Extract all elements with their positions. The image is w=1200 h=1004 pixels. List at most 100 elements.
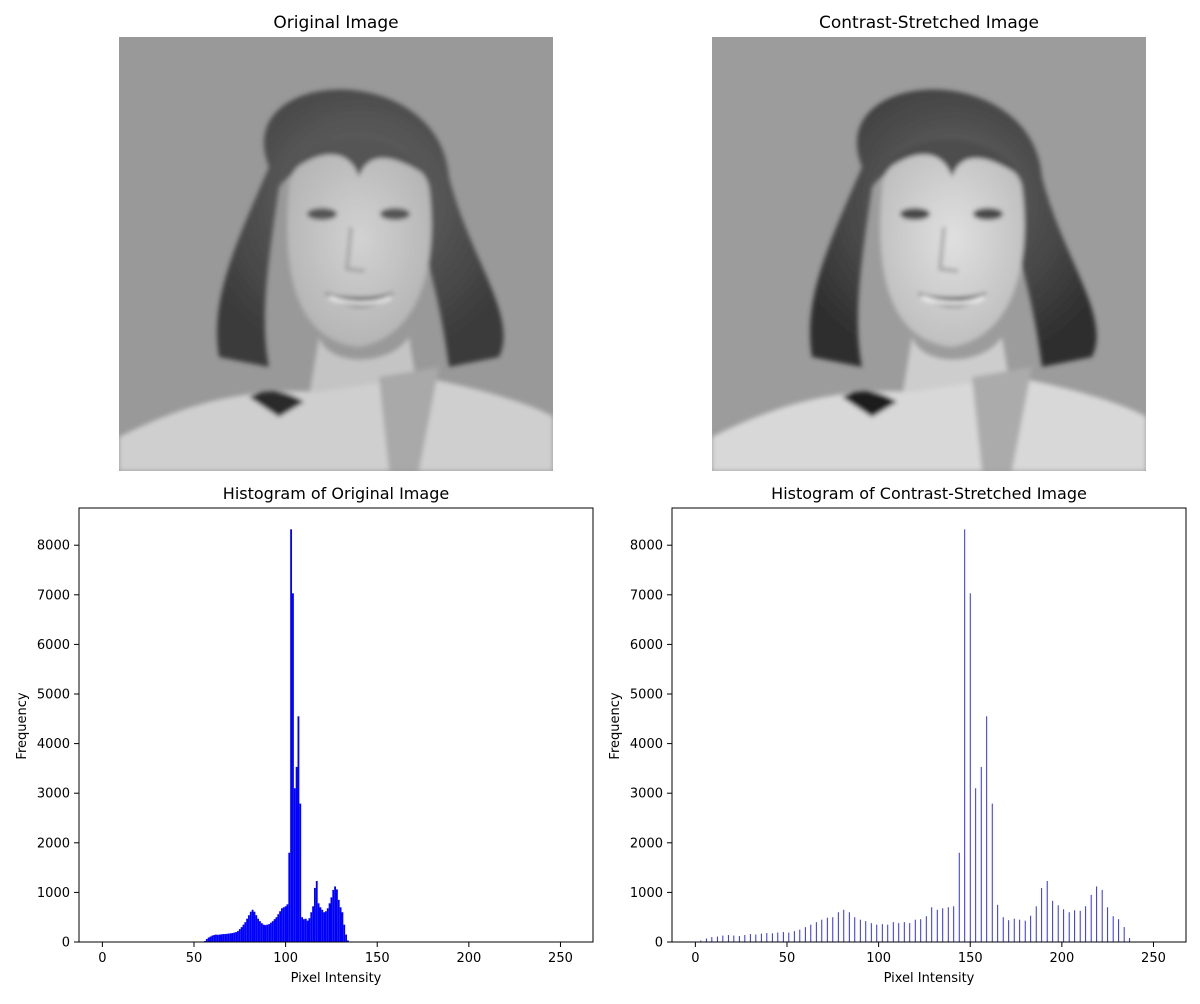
histogram-bar — [304, 918, 307, 942]
histogram-bar — [209, 936, 212, 942]
histogram-bar — [229, 933, 232, 942]
histogram-bar — [205, 939, 208, 942]
x-tick-label: 100 — [273, 951, 298, 966]
histogram-bar — [1057, 905, 1059, 942]
histogram-bar — [1096, 886, 1098, 942]
histogram-bar — [248, 915, 250, 942]
histogram-bar — [328, 903, 331, 942]
histogram-bar — [810, 924, 812, 942]
histogram-bar — [777, 932, 779, 942]
histogram-bar — [339, 907, 342, 942]
y-tick-label: 4000 — [37, 737, 70, 752]
histogram-bar — [964, 529, 966, 942]
histogram-bar — [722, 935, 724, 942]
histogram-bar — [705, 938, 707, 942]
y-tick-label: 1000 — [630, 886, 663, 901]
histogram-bar — [1041, 887, 1043, 942]
histogram-bar — [881, 924, 883, 942]
histogram-bar — [837, 912, 839, 942]
histogram-bar — [292, 593, 294, 942]
histogram-bar — [969, 593, 971, 942]
histogram-bar — [251, 909, 254, 942]
histogram-bar — [213, 935, 216, 942]
y-tick-label: 5000 — [37, 688, 70, 703]
histogram-bar — [716, 936, 718, 942]
histogram-bar — [986, 716, 988, 942]
histogram-bar — [332, 889, 335, 942]
x-tick-label: 50 — [186, 951, 203, 966]
histogram-bar — [799, 929, 801, 942]
histogram-bar — [975, 788, 977, 942]
histogram-bar — [262, 924, 265, 942]
histogram-bar — [330, 897, 333, 942]
x-tick-label: 250 — [548, 951, 573, 966]
histogram-title: Histogram of Contrast-Stretched Image — [771, 484, 1087, 503]
histogram-bar — [308, 918, 311, 942]
histogram-bar — [914, 919, 916, 942]
histogram-bar — [325, 911, 327, 942]
histogram-bar — [319, 907, 322, 942]
histogram-bar — [793, 931, 795, 942]
histogram-bar — [1019, 919, 1021, 942]
histogram-bar — [1035, 906, 1037, 942]
histogram-bar — [909, 923, 911, 942]
axes-frame — [78, 507, 594, 943]
histogram-bar — [1090, 894, 1092, 942]
histogram-bar — [310, 912, 313, 942]
histogram-bar — [321, 909, 324, 942]
histogram-bar — [755, 934, 757, 942]
histogram-bar — [336, 889, 338, 942]
histogram-bar — [237, 931, 239, 942]
histogram-bar — [1123, 927, 1125, 942]
histogram-bar — [744, 935, 746, 942]
y-tick-label: 7000 — [37, 588, 70, 603]
histogram-bar — [275, 917, 278, 942]
histogram-bar — [226, 933, 228, 942]
x-tick-label: 200 — [1049, 951, 1074, 966]
histogram-bar — [1052, 900, 1054, 942]
histogram-bar — [273, 919, 276, 942]
histogram-bar — [903, 922, 905, 942]
histogram-bar — [1085, 906, 1087, 942]
histogram-bar — [865, 921, 867, 942]
histogram-bar — [266, 924, 269, 942]
histogram-bar — [1079, 910, 1081, 942]
histogram-bar — [821, 919, 823, 942]
histogram-bar — [306, 920, 309, 942]
histogram-bar — [268, 924, 271, 942]
histogram-bar — [216, 934, 219, 942]
histogram-bar — [848, 912, 850, 942]
x-tick-label: 250 — [1141, 951, 1166, 966]
histogram-bar — [887, 924, 889, 942]
histogram-bar — [936, 909, 938, 942]
histogram-bar — [997, 904, 999, 942]
histogram-bar — [314, 887, 316, 942]
y-tick-label: 6000 — [630, 638, 663, 653]
histogram-bar — [925, 916, 927, 942]
histogram-bar — [1112, 916, 1114, 942]
histogram-bar — [315, 880, 318, 942]
histogram-bar — [700, 940, 702, 942]
histogram-bar — [826, 917, 828, 942]
histogram-bar — [760, 933, 762, 942]
histogram-bar — [317, 903, 320, 942]
histogram-bar — [282, 907, 285, 942]
histogram-bar — [788, 932, 790, 942]
histogram-bar — [738, 936, 740, 942]
y-tick-label: 1000 — [37, 886, 70, 901]
histogram-bar — [220, 934, 223, 942]
histogram-bar — [211, 935, 214, 942]
histogram-bar — [271, 921, 274, 942]
histogram-bar — [238, 929, 241, 942]
histogram-bar — [1101, 889, 1103, 942]
histogram-bar — [303, 919, 305, 942]
y-tick-label: 8000 — [630, 539, 663, 554]
y-tick-label: 5000 — [630, 688, 663, 703]
histogram-bar — [980, 766, 982, 942]
histogram-bar — [277, 914, 280, 942]
histogram-bar — [334, 886, 336, 942]
histogram-bar — [1046, 880, 1048, 942]
histogram-bar — [804, 927, 806, 942]
histogram-bar — [284, 906, 287, 942]
histogram-bar — [782, 932, 784, 942]
